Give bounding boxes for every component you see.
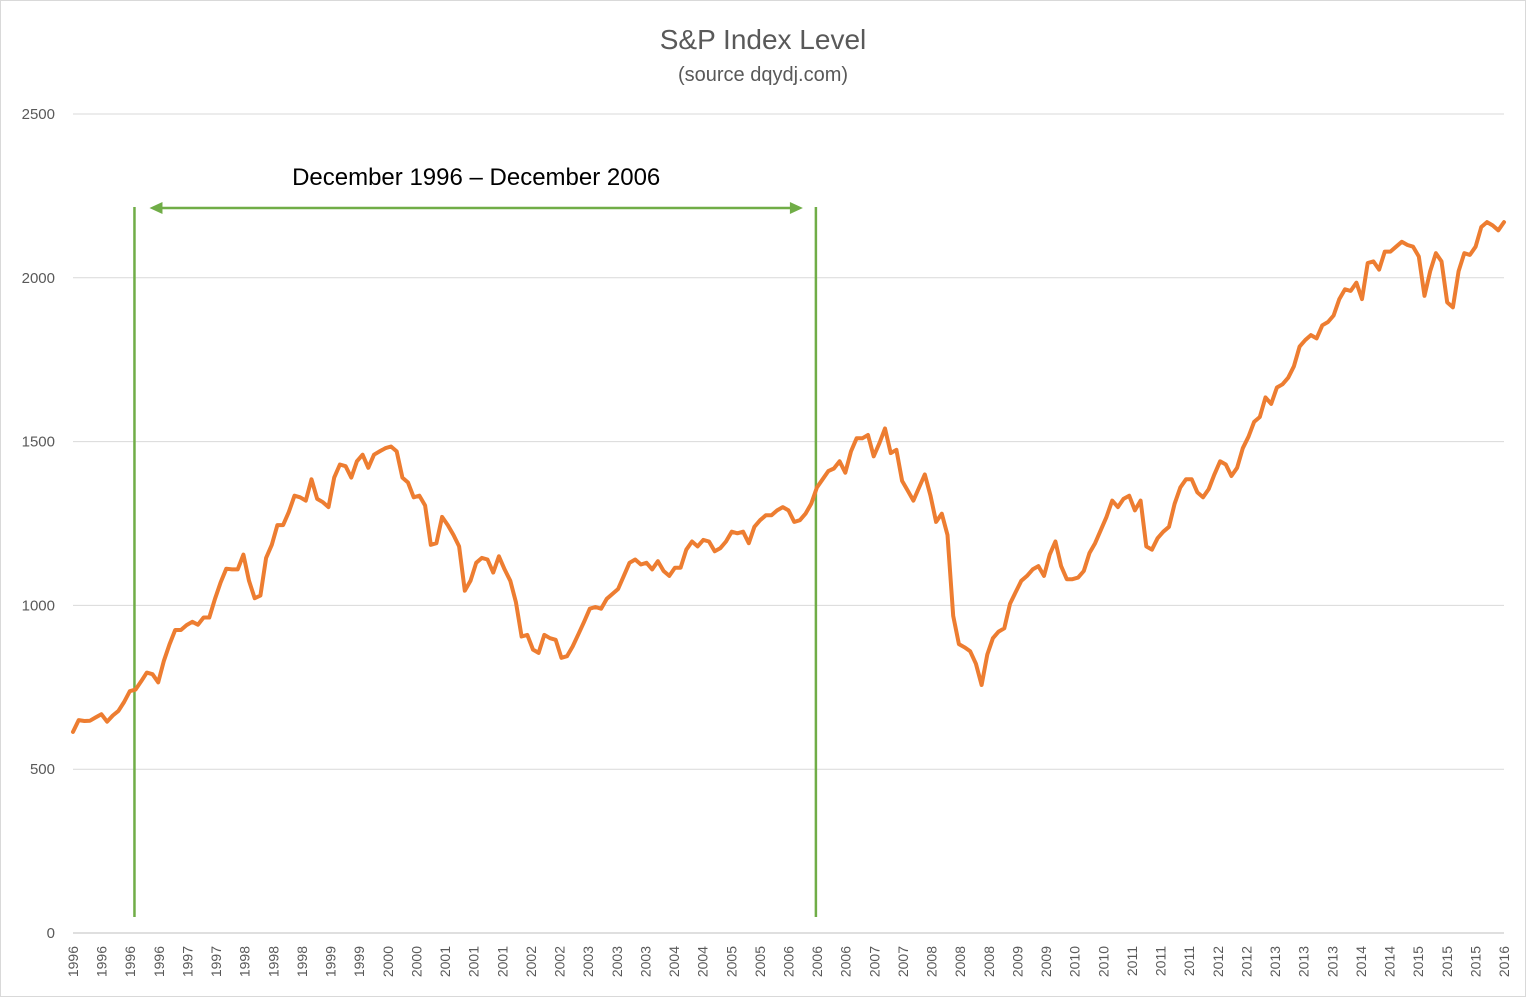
- y-tick-label: 2500: [22, 106, 55, 123]
- x-tick-label: 2006: [781, 946, 797, 977]
- x-tick-label: 2008: [952, 946, 968, 977]
- x-axis-ticks: 1996 1996 1996 1996 1997 1997 1998 1998 1998 1999…: [65, 946, 1512, 977]
- x-tick-label: 2010: [1095, 946, 1111, 977]
- x-tick-label: 2005: [723, 946, 739, 977]
- x-tick-label: 2001: [437, 946, 453, 977]
- x-tick-label: 2016: [1496, 946, 1512, 977]
- gridlines: [73, 113, 1504, 934]
- x-tick-label: 2015: [1439, 946, 1455, 977]
- x-tick-label: 1996: [122, 946, 138, 977]
- x-tick-label: 2013: [1267, 946, 1283, 977]
- x-tick-label: 1996: [94, 946, 110, 977]
- x-tick-label: 2012: [1210, 946, 1226, 977]
- y-tick-label: 2000: [22, 270, 55, 287]
- x-tick-label: 2004: [666, 946, 682, 977]
- x-tick-label: 2002: [552, 946, 568, 977]
- x-tick-label: 1998: [265, 946, 281, 977]
- range-arrow-head-left: [149, 202, 163, 214]
- y-tick-label: 1500: [22, 434, 55, 451]
- x-tick-label: 2000: [408, 946, 424, 977]
- x-tick-label: 2006: [838, 946, 854, 977]
- chart-subtitle: (source dqydj.com): [678, 64, 848, 86]
- x-tick-label: 2003: [609, 946, 625, 977]
- y-tick-label: 500: [30, 761, 55, 778]
- x-tick-label: 2001: [466, 946, 482, 977]
- x-tick-label: 2011: [1124, 946, 1140, 976]
- range-arrow-head-right: [789, 202, 803, 214]
- x-tick-label: 2007: [895, 946, 911, 977]
- y-tick-label: 1000: [22, 597, 55, 614]
- x-tick-label: 2001: [494, 946, 510, 977]
- x-tick-label: 2008: [924, 946, 940, 977]
- x-tick-label: 1997: [208, 946, 224, 977]
- x-tick-label: 2003: [580, 946, 596, 977]
- x-tick-label: 1997: [179, 946, 195, 977]
- x-tick-label: 1999: [323, 946, 339, 977]
- range-annotation-label: December 1996 – December 2006: [292, 164, 660, 191]
- x-tick-label: 1998: [294, 946, 310, 977]
- x-tick-label: 1999: [351, 946, 367, 977]
- x-tick-label: 2007: [866, 946, 882, 977]
- x-tick-label: 2011: [1153, 946, 1169, 976]
- x-tick-label: 2009: [1038, 946, 1054, 977]
- x-tick-label: 2005: [752, 946, 768, 977]
- x-tick-label: 2015: [1410, 946, 1426, 977]
- x-tick-label: 2004: [695, 946, 711, 977]
- series-layer: [71, 220, 1506, 734]
- chart-title: S&P Index Level: [660, 24, 867, 55]
- x-tick-label: 2011: [1181, 946, 1197, 976]
- x-tick-label: 2000: [380, 946, 396, 977]
- x-tick-label: 2006: [809, 946, 825, 977]
- x-tick-label: 2010: [1067, 946, 1083, 977]
- x-tick-label: 2012: [1238, 946, 1254, 977]
- y-tick-label: 0: [47, 925, 55, 942]
- x-tick-label: 2009: [1009, 946, 1025, 977]
- x-tick-label: 2013: [1324, 946, 1340, 977]
- annotations: [133, 202, 818, 917]
- x-tick-label: 1998: [237, 946, 253, 977]
- x-tick-label: 2015: [1467, 946, 1483, 977]
- x-tick-label: 2002: [523, 946, 539, 977]
- x-tick-label: 2008: [981, 946, 997, 977]
- x-tick-label: 1996: [151, 946, 167, 977]
- x-tick-label: 1996: [65, 946, 81, 977]
- x-tick-label: 2003: [637, 946, 653, 977]
- series-line-sp500: [71, 220, 1506, 734]
- x-tick-label: 2014: [1382, 946, 1398, 977]
- y-axis-ticks: 0 500 1000 1500 2000 2500: [22, 106, 55, 942]
- x-tick-label: 2013: [1296, 946, 1312, 977]
- x-tick-label: 2014: [1353, 946, 1369, 977]
